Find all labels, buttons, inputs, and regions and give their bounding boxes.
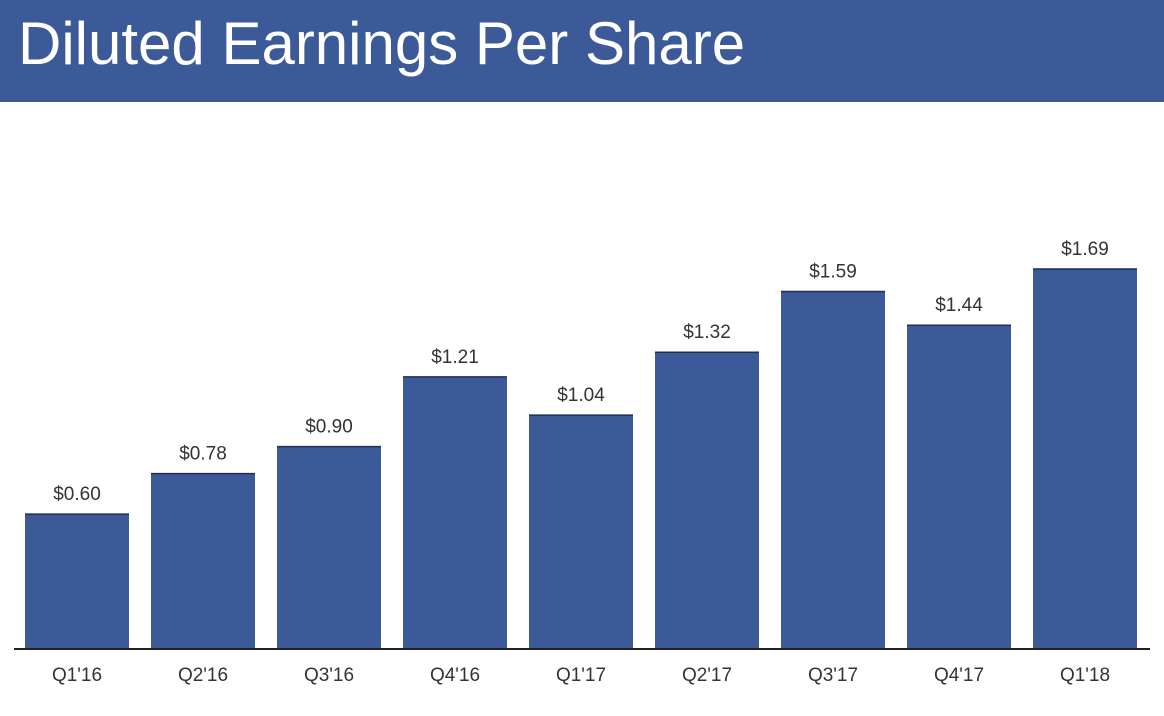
data-label: $0.60 [53, 484, 101, 505]
x-tick-label: Q1'17 [556, 665, 606, 686]
x-tick-label: Q3'17 [808, 665, 858, 686]
bar [529, 415, 633, 649]
bar [781, 291, 885, 649]
x-tick-label: Q4'17 [934, 665, 984, 686]
bar [655, 352, 759, 649]
x-tick-label: Q1'18 [1060, 665, 1110, 686]
bar [907, 325, 1011, 649]
bar [25, 514, 129, 649]
bar [151, 473, 255, 649]
x-tick-label: Q2'16 [178, 665, 228, 686]
data-label: $1.69 [1061, 239, 1109, 260]
data-label: $1.21 [431, 347, 479, 368]
x-tick-label: Q4'16 [430, 665, 480, 686]
data-label: $1.59 [809, 261, 857, 282]
bar [403, 376, 507, 649]
data-label: $0.78 [179, 444, 227, 465]
page-title: Diluted Earnings Per Share [18, 10, 746, 77]
bar [277, 446, 381, 649]
x-tick-label: Q3'16 [304, 665, 354, 686]
data-label: $1.04 [557, 385, 605, 406]
x-tick-label: Q2'17 [682, 665, 732, 686]
x-tick-label: Q1'16 [52, 665, 102, 686]
bar [1033, 269, 1137, 649]
data-label: $0.90 [305, 417, 353, 438]
data-label: $1.44 [935, 295, 983, 316]
data-label: $1.32 [683, 322, 731, 343]
title-banner: Diluted Earnings Per Share [0, 0, 1164, 102]
